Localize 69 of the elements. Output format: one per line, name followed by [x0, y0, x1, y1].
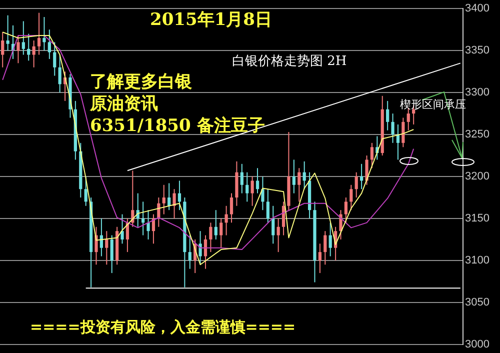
- y-tick-label: 3050: [465, 296, 490, 308]
- candlestick: [298, 168, 301, 202]
- text: 白银价格走势图 2H: [232, 53, 347, 70]
- candlestick: [6, 14, 10, 52]
- candlestick: [224, 205, 228, 236]
- candlestick: [146, 210, 150, 240]
- candlestick: [302, 160, 306, 190]
- y-tick-label: 3250: [465, 128, 490, 141]
- candlestick: [350, 184, 353, 211]
- candlestick: [188, 234, 192, 270]
- chart-title: 2015年1月8日: [150, 9, 272, 31]
- candlestick: [256, 168, 260, 194]
- candlestick: [58, 54, 62, 94]
- candlestick: [354, 172, 358, 198]
- annotation: 原油资讯: [90, 93, 158, 115]
- candlestick: [48, 29, 51, 60]
- candlestick: [344, 196, 348, 224]
- candlestick: [209, 222, 212, 253]
- candlestick: [168, 182, 171, 211]
- candlestick: [162, 184, 166, 215]
- candlestick: [94, 226, 98, 266]
- candlestick: [360, 163, 364, 190]
- annotation: ====投资有风险，入金需谨慎====: [30, 318, 296, 337]
- y-tick-label: 3300: [465, 86, 490, 99]
- candlestick: [110, 234, 114, 274]
- candlestick: [27, 33, 30, 62]
- candlestick: [324, 230, 327, 266]
- candlestick: [84, 176, 88, 206]
- candlestick: [365, 155, 368, 186]
- candlestick: [22, 20, 25, 56]
- y-tick-label: 3000: [465, 338, 490, 350]
- candlestick: [250, 176, 254, 206]
- candlestick: [142, 201, 145, 236]
- candlestick: [266, 188, 270, 224]
- candlestick: [204, 234, 208, 270]
- candlestick: [178, 180, 182, 211]
- candlestick: [339, 210, 342, 240]
- y-tick-label: 3200: [465, 170, 490, 183]
- y-tick-label: 3100: [465, 254, 490, 266]
- candlestick: [246, 172, 249, 202]
- candlestick: [282, 201, 286, 236]
- candlestick: [261, 176, 264, 211]
- candlestick: [391, 113, 394, 144]
- y-tick-label: 3400: [465, 2, 490, 15]
- candlestick: [318, 243, 322, 274]
- y-tick-label: 3150: [465, 212, 490, 225]
- candlestick: [105, 230, 108, 266]
- candlestick: [272, 205, 275, 244]
- candlestick: [276, 218, 280, 253]
- candlestick: [214, 210, 218, 240]
- candlestick: [42, 16, 46, 52]
- candlestick: [402, 117, 405, 148]
- candlestick: [37, 12, 41, 56]
- y-tick-label: 3350: [465, 44, 490, 57]
- candlestick: [328, 222, 332, 257]
- candlestick: [240, 163, 244, 194]
- candlestick: [220, 218, 223, 248]
- annotation: 了解更多白银: [90, 71, 192, 93]
- candlestick: [292, 159, 296, 194]
- candlestick: [1, 32, 4, 68]
- candlestick: [32, 40, 36, 68]
- candlestick: [172, 188, 176, 219]
- candlestick: [386, 100, 390, 131]
- candlestick: [370, 142, 374, 169]
- candlestick: [16, 34, 20, 64]
- candlestick: [53, 42, 56, 76]
- candlestick: [120, 214, 124, 244]
- candlestick: [230, 192, 234, 224]
- candlestick: [198, 230, 202, 266]
